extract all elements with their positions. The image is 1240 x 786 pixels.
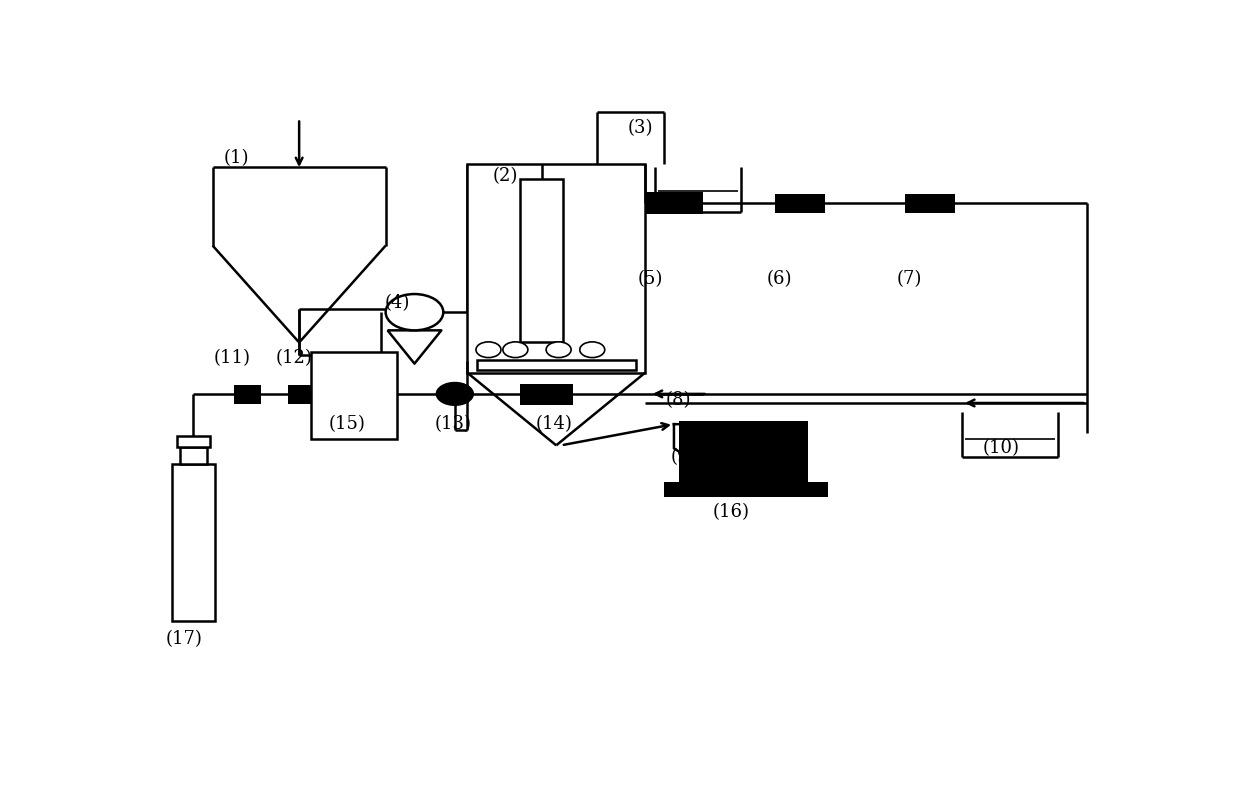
Bar bbox=[665, 482, 828, 497]
Circle shape bbox=[476, 342, 501, 358]
Bar bbox=[180, 446, 207, 464]
Text: (14): (14) bbox=[536, 415, 572, 433]
Text: (4): (4) bbox=[384, 294, 410, 312]
Text: (12): (12) bbox=[277, 348, 312, 366]
Text: (10): (10) bbox=[982, 439, 1019, 457]
Circle shape bbox=[435, 382, 474, 406]
Text: (8): (8) bbox=[666, 391, 692, 409]
Text: (11): (11) bbox=[213, 348, 250, 366]
Bar bbox=[775, 193, 825, 213]
Text: (7): (7) bbox=[897, 270, 923, 288]
Circle shape bbox=[546, 342, 572, 358]
Text: (9): (9) bbox=[671, 449, 697, 466]
Bar bbox=[521, 179, 563, 343]
Text: (17): (17) bbox=[165, 630, 202, 648]
Bar bbox=[905, 193, 955, 213]
Text: (16): (16) bbox=[713, 503, 750, 521]
Bar bbox=[172, 464, 215, 621]
Text: (13): (13) bbox=[434, 415, 471, 433]
Text: (5): (5) bbox=[637, 270, 662, 288]
Bar bbox=[234, 385, 260, 403]
Bar bbox=[521, 384, 573, 405]
Bar bbox=[311, 351, 397, 439]
Bar bbox=[477, 360, 635, 369]
Text: (3): (3) bbox=[627, 119, 653, 137]
Text: (1): (1) bbox=[224, 149, 249, 167]
Bar bbox=[678, 421, 808, 482]
Bar bbox=[177, 435, 210, 446]
Text: (2): (2) bbox=[494, 167, 518, 185]
Bar bbox=[645, 193, 703, 214]
Circle shape bbox=[386, 294, 444, 330]
Bar bbox=[288, 385, 312, 403]
Bar bbox=[467, 164, 645, 373]
Circle shape bbox=[580, 342, 605, 358]
Text: (15): (15) bbox=[329, 415, 366, 433]
Circle shape bbox=[503, 342, 528, 358]
Text: (6): (6) bbox=[766, 270, 792, 288]
